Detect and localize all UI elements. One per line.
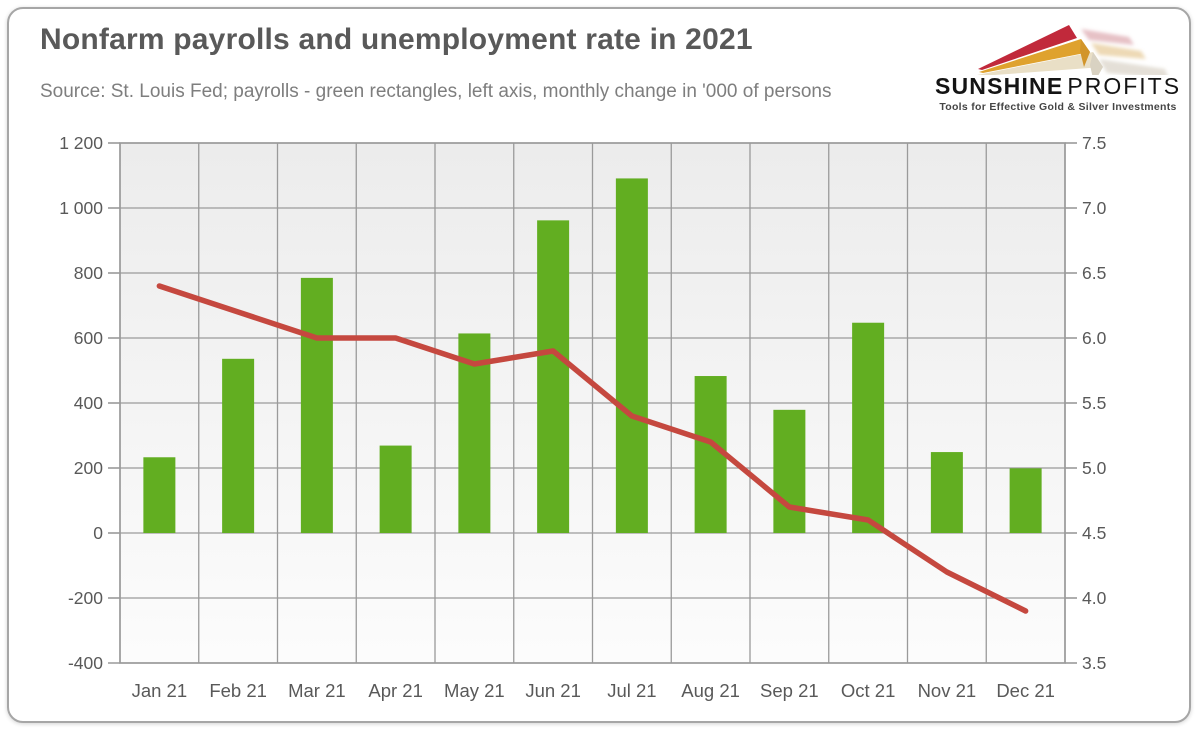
- payrolls-unemployment-chart: 1 200 1 000 800 600 400 200 0 -200 -400 7.5 7.0 6.5…: [59, 133, 1106, 701]
- bar-dec-21: [1009, 468, 1042, 533]
- bar-jan-21: [143, 457, 176, 533]
- right-axis-label-6.5: 6.5: [1082, 263, 1106, 283]
- logo-arrow-cream: [977, 52, 1103, 75]
- bar-apr-21: [379, 445, 412, 533]
- x-axis-label-jun-21: Jun 21: [525, 680, 581, 701]
- x-axis-label-mar-21: Mar 21: [288, 680, 346, 701]
- x-axis-label-jan-21: Jan 21: [132, 680, 188, 701]
- right-axis-label-4.0: 4.0: [1082, 588, 1107, 608]
- left-axis-label-400: 400: [74, 393, 103, 413]
- unemployment-rate-line: [156, 283, 1029, 614]
- logo-arrow-red: [978, 25, 1077, 70]
- logo-brand-primary: SUNSHINE: [934, 73, 1064, 99]
- x-axis-label-sep-21: Sep 21: [760, 680, 819, 701]
- left-axis-label-800: 800: [74, 263, 103, 283]
- x-axis-label-may-21: May 21: [444, 680, 505, 701]
- left-axis-label-1000: 1 000: [59, 198, 103, 218]
- chart-card: Nonfarm payrolls and unemployment rate i…: [7, 7, 1191, 723]
- x-axis-label-feb-21: Feb 21: [209, 680, 267, 701]
- left-axis-label-200: 200: [74, 458, 103, 478]
- plot-area: 1 200 1 000 800 600 400 200 0 -200 -400 7.5 7.0 6.5…: [59, 133, 1106, 701]
- bar-aug-21: [694, 376, 727, 533]
- right-axis-label-4.5: 4.5: [1082, 523, 1106, 543]
- left-axis-label-1200: 1 200: [59, 133, 103, 153]
- x-axis-label-aug-21: Aug 21: [681, 680, 740, 701]
- right-axis-label-3.5: 3.5: [1082, 653, 1106, 673]
- logo-arrows-icon: [977, 25, 1168, 75]
- right-axis-label-7.0: 7.0: [1082, 198, 1107, 218]
- x-axis-label-nov-21: Nov 21: [918, 680, 977, 701]
- x-axis-label-dec-21: Dec 21: [996, 680, 1055, 701]
- right-axis-label-6.0: 6.0: [1082, 328, 1107, 348]
- bar-sep-21: [773, 409, 806, 533]
- logo-wordmark: SUNSHINE PROFITS: [935, 75, 1181, 98]
- logo-arrow-gold-tip: [1080, 39, 1090, 67]
- bar-jun-21: [537, 220, 570, 533]
- right-axis-label-7.5: 7.5: [1082, 133, 1106, 153]
- logo-arrow-shadows: [1081, 29, 1168, 75]
- sunshine-profits-logo: SUNSHINE PROFITS Tools for Effective Gold…: [927, 11, 1189, 113]
- bar-jul-21: [615, 178, 648, 534]
- right-axis-label-5.0: 5.0: [1082, 458, 1107, 478]
- left-axis-label-600: 600: [74, 328, 103, 348]
- bar-mar-21: [300, 277, 333, 533]
- chart-subtitle: Source: St. Louis Fed; payrolls - green …: [40, 81, 832, 102]
- logo-brand-secondary: PROFITS: [1067, 73, 1182, 99]
- bar-oct-21: [852, 322, 885, 533]
- right-axis-label-5.5: 5.5: [1082, 393, 1106, 413]
- x-axis-label-oct-21: Oct 21: [841, 680, 896, 701]
- left-axis-label-0: 0: [93, 523, 103, 543]
- bar-feb-21: [222, 358, 255, 533]
- chart-title: Nonfarm payrolls and unemployment rate i…: [40, 23, 753, 56]
- x-axis-label-jul-21: Jul 21: [607, 680, 656, 701]
- bar-nov-21: [930, 452, 963, 533]
- left-axis-label--200: -200: [68, 588, 103, 608]
- logo-arrow-gold: [979, 39, 1090, 73]
- left-axis-label--400: -400: [68, 653, 103, 673]
- x-axis-label-apr-21: Apr 21: [368, 680, 423, 701]
- logo-tagline: Tools for Effective Gold & Silver Invest…: [939, 101, 1177, 113]
- logo-arrow-cream-tip: [1090, 52, 1103, 75]
